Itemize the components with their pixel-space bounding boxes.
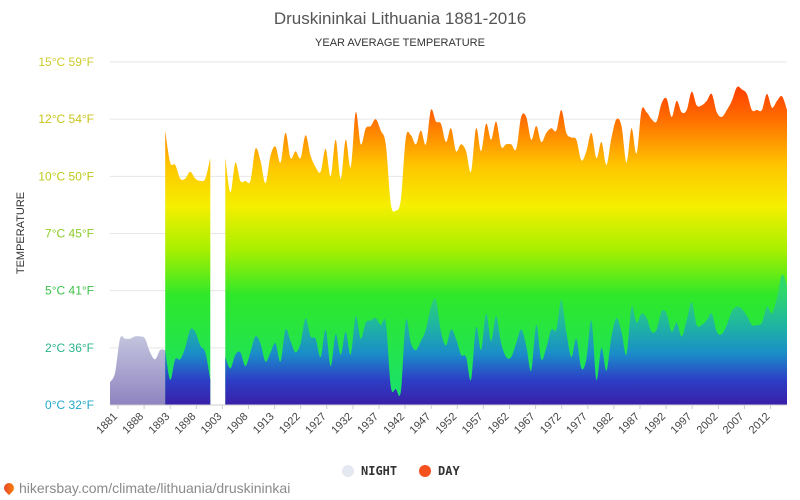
y-tick-labels: 0°C 32°F 2°C 36°F 5°C 41°F 7°C 45°F 10°C 50°… xyxy=(38,55,94,412)
x-tick-label: 1927 xyxy=(303,411,329,437)
legend-item-night[interactable]: NIGHT xyxy=(342,464,397,478)
early-night-area xyxy=(110,336,166,405)
y-axis-label: TEMPERATURE xyxy=(15,192,27,274)
y-tick-label: 7°C 45°F xyxy=(45,227,94,241)
x-tick-label: 1942 xyxy=(381,411,407,437)
x-tick-label: 1913 xyxy=(251,411,277,437)
x-tick-label: 1997 xyxy=(669,411,695,437)
x-tick-label: 1962 xyxy=(486,411,512,437)
x-tick-label: 1888 xyxy=(120,411,146,437)
legend-day-label: DAY xyxy=(438,464,460,478)
x-tick-label: 1881 xyxy=(94,411,120,437)
x-tick-label: 1982 xyxy=(590,411,616,437)
x-tick-label: 1903 xyxy=(199,411,225,437)
x-tick-label: 2002 xyxy=(695,411,721,437)
legend: NIGHT DAY xyxy=(342,464,460,478)
day-area xyxy=(165,130,211,405)
x-tick-label: 1908 xyxy=(225,411,251,437)
y-tick-label: 2°C 36°F xyxy=(45,341,94,355)
y-tick-label: 0°C 32°F xyxy=(45,398,94,412)
x-tick-label: 1898 xyxy=(173,411,199,437)
x-tick-label: 1967 xyxy=(512,411,538,437)
x-tick-label: 1952 xyxy=(434,411,460,437)
x-tick-label: 2007 xyxy=(721,411,747,437)
x-tick-label: 1972 xyxy=(538,411,564,437)
x-tick-label: 1893 xyxy=(147,411,173,437)
x-tick-label: 1977 xyxy=(564,411,590,437)
x-tick-label: 1932 xyxy=(329,411,355,437)
x-tick-label: 1947 xyxy=(408,411,434,437)
chart-title: Druskininkai Lithuania 1881-2016 xyxy=(274,9,526,28)
y-tick-label: 12°C 54°F xyxy=(38,112,94,126)
source-link[interactable]: hikersbay.com/climate/lithuania/druskini… xyxy=(1,480,291,496)
plot-area xyxy=(110,86,788,406)
x-tick-label: 1987 xyxy=(616,411,642,437)
x-tick-labels: 1881 1888 1893 1898 1903 1908 1913 1922 1927 1932… xyxy=(94,405,773,437)
night-area xyxy=(165,328,211,405)
location-pin-icon xyxy=(1,480,17,496)
x-tick-label: 2012 xyxy=(747,411,773,437)
y-tick-label: 5°C 41°F xyxy=(45,284,94,298)
legend-item-day[interactable]: DAY xyxy=(419,464,460,478)
y-tick-label: 10°C 50°F xyxy=(38,169,94,183)
legend-day-swatch xyxy=(419,465,431,477)
legend-night-label: NIGHT xyxy=(361,464,397,478)
chart-subtitle: YEAR AVERAGE TEMPERATURE xyxy=(315,37,485,49)
night-area xyxy=(225,274,788,405)
x-tick-label: 1957 xyxy=(460,411,486,437)
y-tick-label: 15°C 59°F xyxy=(38,55,94,69)
x-tick-label: 1922 xyxy=(277,411,303,437)
x-tick-label: 1992 xyxy=(642,411,668,437)
legend-night-swatch xyxy=(342,465,354,477)
source-link-text: hikersbay.com/climate/lithuania/druskini… xyxy=(19,480,291,496)
x-tick-label: 1937 xyxy=(355,411,381,437)
